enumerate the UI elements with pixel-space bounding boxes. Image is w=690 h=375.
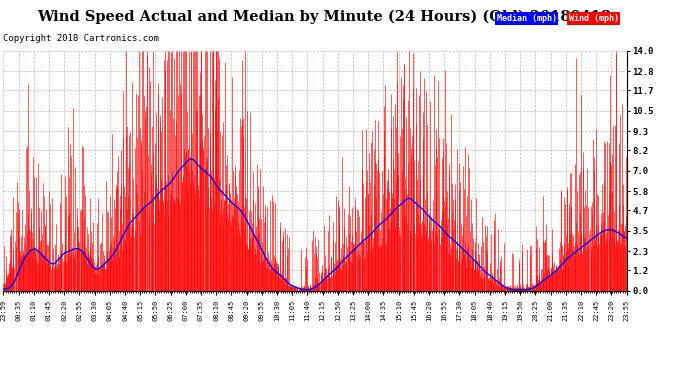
Text: Copyright 2018 Cartronics.com: Copyright 2018 Cartronics.com xyxy=(3,34,159,43)
Text: Wind Speed Actual and Median by Minute (24 Hours) (Old) 20180418: Wind Speed Actual and Median by Minute (… xyxy=(37,9,611,24)
Text: Wind (mph): Wind (mph) xyxy=(569,14,618,23)
Text: Median (mph): Median (mph) xyxy=(497,14,557,23)
